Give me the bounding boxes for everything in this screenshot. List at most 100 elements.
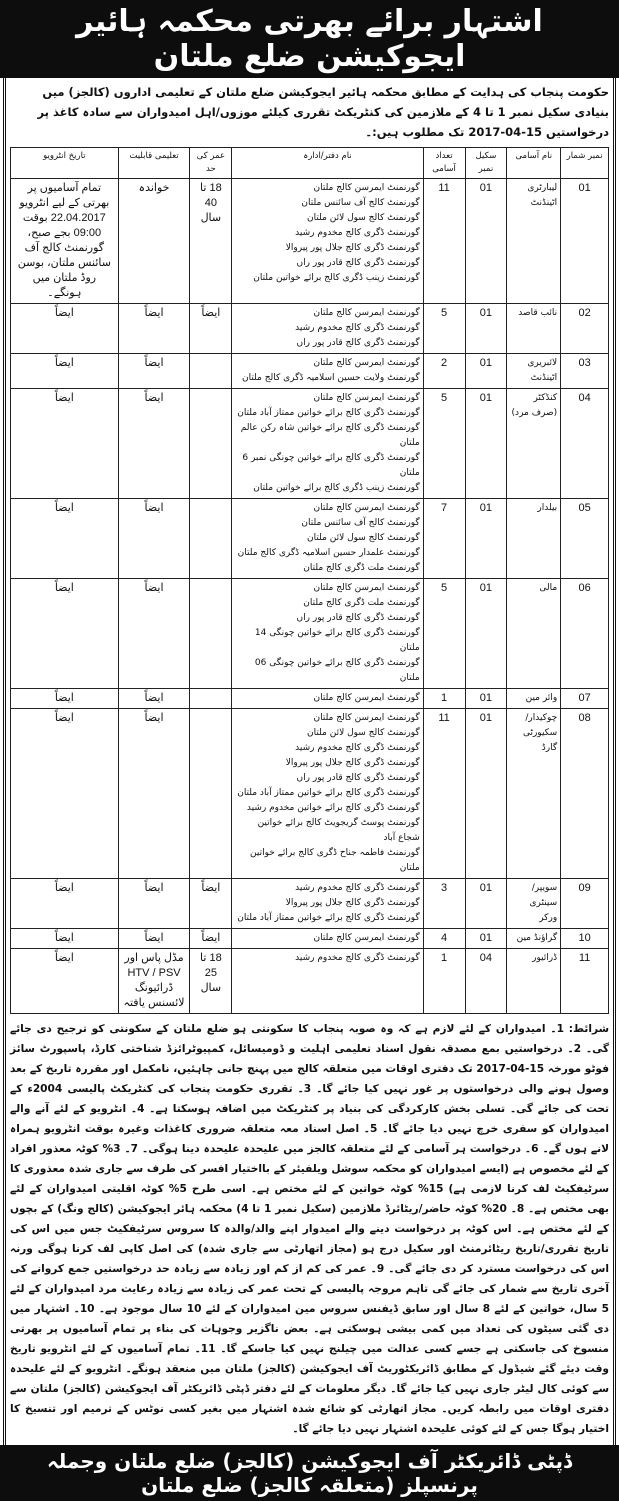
institution-name: گورنمنٹ علمدار حسین اسلامیہ ڈگری کالج مل… bbox=[237, 548, 420, 558]
institutions-cell: گورنمنٹ ایمرسن کالج ملتان bbox=[231, 928, 424, 949]
scale-number: 01 bbox=[464, 178, 508, 304]
institution-name: گورنمنٹ ڈگری کالج مخدوم رشید bbox=[295, 228, 420, 238]
institutions-cell: گورنمنٹ ایمرسن کالج ملتان bbox=[231, 688, 424, 709]
post-count: 5 bbox=[422, 578, 466, 689]
institution-name: گورنمنٹ کالج سول لائن ملتان bbox=[306, 213, 420, 223]
interview-date: ایضاً bbox=[10, 388, 119, 499]
scale-number: 01 bbox=[464, 928, 508, 949]
age-limit: 18 تا 40 سال bbox=[189, 178, 233, 304]
post-count: 3 bbox=[422, 878, 466, 929]
serial-number: 03 bbox=[560, 353, 609, 389]
institution-name: گورنمنٹ کالج سول لائن ملتان bbox=[306, 728, 420, 738]
institutions-cell: گورنمنٹ ایمرسن کالج ملتان گورنمنٹ کالج سو… bbox=[231, 708, 424, 879]
post-count: 2 bbox=[422, 353, 466, 389]
column-header: عمر کی حد bbox=[189, 147, 233, 179]
serial-number: 04 bbox=[560, 388, 609, 499]
issuing-authority: ڈپٹی ڈائریکٹر آف ایجوکیشن (کالجز) ضلع مل… bbox=[0, 1445, 619, 1501]
institution-name: گورنمنٹ ڈگری کالج قادر پور راں bbox=[296, 613, 420, 623]
age-limit bbox=[189, 353, 233, 389]
serial-number: 09 bbox=[560, 878, 609, 929]
column-header: تاریخ انٹرویو bbox=[10, 147, 119, 179]
institution-name: گورنمنٹ ایمرسن کالج ملتان bbox=[313, 183, 420, 193]
post-count: 4 bbox=[422, 928, 466, 949]
institution-name: گورنمنٹ ایمرسن کالج ملتان bbox=[313, 713, 420, 723]
age-limit: ایضاً bbox=[189, 878, 233, 929]
institution-name: گورنمنٹ ڈگری کالج قادر پور راں bbox=[296, 773, 420, 783]
table-row: 09 سویپر/سینٹری ورکر 01 3 گورنمنٹ ڈگری کالج … bbox=[10, 878, 609, 929]
age-limit: ایضاً bbox=[189, 928, 233, 949]
institution-name: گورنمنٹ ڈگری کالج برائے خواتین چونگی نمب… bbox=[242, 453, 420, 478]
serial-number: 06 bbox=[560, 578, 609, 689]
institution-name: گورنمنٹ ڈگری کالج مخدوم رشید bbox=[295, 953, 420, 963]
institution-name: گورنمنٹ ڈگری کالج برائے خواتین چونگی 14 … bbox=[254, 628, 420, 653]
age-limit bbox=[189, 498, 233, 579]
interview-date: ایضاً bbox=[10, 948, 119, 1014]
post-name: بیلدار bbox=[506, 498, 562, 579]
serial-number: 11 bbox=[560, 948, 609, 1014]
post-count: 5 bbox=[422, 303, 466, 354]
qualification: ایضاً bbox=[117, 928, 191, 949]
institutions-cell: گورنمنٹ ایمرسن کالج ملتان گورنمنٹ ڈگری کا… bbox=[231, 388, 424, 499]
interview-date: ایضاً bbox=[10, 498, 119, 579]
serial-number: 07 bbox=[560, 688, 609, 709]
scale-number: 01 bbox=[464, 688, 508, 709]
scale-number: 04 bbox=[464, 948, 508, 1014]
institution-name: گورنمنٹ ڈگری کالج برائے خواتین ممتاز آبا… bbox=[237, 788, 420, 798]
post-count: 11 bbox=[422, 178, 466, 304]
interview-date: ایضاً bbox=[10, 303, 119, 354]
table-header-row: نمبر شمار نام آسامی سکیل نمبر تعداد آسامی نا… bbox=[10, 147, 609, 179]
qualification: ایضاً bbox=[117, 388, 191, 499]
post-count: 5 bbox=[422, 388, 466, 499]
scale-number: 01 bbox=[464, 498, 508, 579]
institutions-cell: گورنمنٹ ایمرسن کالج ملتان گورنمنٹ کالج آف… bbox=[231, 498, 424, 579]
institution-name: گورنمنٹ ایمرسن کالج ملتان bbox=[313, 358, 420, 368]
interview-date: تمام آسامیوں پر بھرتی کے لیے انٹرویو 22.… bbox=[10, 178, 119, 304]
institution-name: گورنمنٹ ایمرسن کالج ملتان bbox=[313, 583, 420, 593]
qualification: ایضاً bbox=[117, 578, 191, 689]
table-row: 02 نائب قاصد 01 5 گورنمنٹ ایمرسن کالج ملتان گ… bbox=[10, 303, 609, 354]
qualification: ایضاً bbox=[117, 353, 191, 389]
age-limit bbox=[189, 578, 233, 689]
vacancies-table: نمبر شمار نام آسامی سکیل نمبر تعداد آسامی نا… bbox=[10, 147, 609, 1014]
post-name: مالی bbox=[506, 578, 562, 689]
institution-name: گورنمنٹ ملت ڈگری کالج ملتان bbox=[303, 563, 420, 573]
table-row: 08 چوکیدار/سکیورٹی گارڈ 01 11 گورنمنٹ ایمرسن… bbox=[10, 708, 609, 879]
institution-name: گورنمنٹ ڈگری کالج جلال پور پیروالا bbox=[285, 898, 420, 908]
post-name: ڈرائیور bbox=[506, 948, 562, 1014]
terms-and-conditions: شرائط: 1۔ امیدواران کے لئے لازم ہے کہ وہ… bbox=[10, 1023, 610, 1435]
qualification: ایضاً bbox=[117, 498, 191, 579]
scale-number: 01 bbox=[464, 303, 508, 354]
institution-name: گورنمنٹ ایمرسن کالج ملتان bbox=[313, 393, 420, 403]
institutions-cell: گورنمنٹ ایمرسن کالج ملتان گورنمنٹ ڈگری کا… bbox=[231, 303, 424, 354]
institution-name: گورنمنٹ ڈگری کالج برائے خواتین چونگی 06 … bbox=[254, 658, 420, 683]
serial-number: 05 bbox=[560, 498, 609, 579]
scale-number: 01 bbox=[464, 578, 508, 689]
post-name: وائر مین bbox=[506, 688, 562, 709]
age-limit bbox=[189, 388, 233, 499]
institution-name: گورنمنٹ ڈگری کالج جلال پور پیروالا bbox=[285, 243, 420, 253]
post-name: لیبارٹری اٹینڈنٹ bbox=[506, 178, 562, 304]
table-row: 07 وائر مین 01 1 گورنمنٹ ایمرسن کالج ملتان ای… bbox=[10, 688, 609, 709]
institution-name: گورنمنٹ کالج آف سائنس ملتان bbox=[301, 198, 420, 208]
interview-date: ایضاً bbox=[10, 353, 119, 389]
institution-name: گورنمنٹ ولایت حسین اسلامیہ ڈگری کالج ملت… bbox=[241, 373, 420, 383]
post-count: 1 bbox=[422, 688, 466, 709]
scale-number: 01 bbox=[464, 353, 508, 389]
table-row: 11 ڈرائیور 04 1 گورنمنٹ ڈگری کالج مخدوم رشید… bbox=[10, 948, 609, 1014]
institution-name: گورنمنٹ ایمرسن کالج ملتان bbox=[313, 933, 420, 943]
age-limit bbox=[189, 688, 233, 709]
interview-date: ایضاً bbox=[10, 928, 119, 949]
post-count: 11 bbox=[422, 708, 466, 879]
institutions-cell: گورنمنٹ ایمرسن کالج ملتان گورنمنٹ ملت ڈگر… bbox=[231, 578, 424, 689]
column-header: نمبر شمار bbox=[560, 147, 609, 179]
institution-name: گورنمنٹ زینب ڈگری کالج برائے خواتین ملتا… bbox=[253, 483, 420, 493]
institution-name: گورنمنٹ پوسٹ گریجویٹ کالج برائے خواتین ش… bbox=[257, 818, 420, 843]
column-header: نام آسامی bbox=[506, 147, 562, 179]
serial-number: 02 bbox=[560, 303, 609, 354]
institutions-cell: گورنمنٹ ڈگری کالج مخدوم رشید گورنمنٹ ڈگری… bbox=[231, 878, 424, 929]
post-name: گراؤنڈ مین bbox=[506, 928, 562, 949]
institution-name: گورنمنٹ ڈگری کالج برائے خواتین شاہ رکن ع… bbox=[240, 423, 420, 448]
column-header: سکیل نمبر bbox=[464, 147, 508, 179]
institution-name: گورنمنٹ فاطمہ جناح ڈگری کالج برائے خواتی… bbox=[250, 848, 420, 873]
qualification: ایضاً bbox=[117, 688, 191, 709]
